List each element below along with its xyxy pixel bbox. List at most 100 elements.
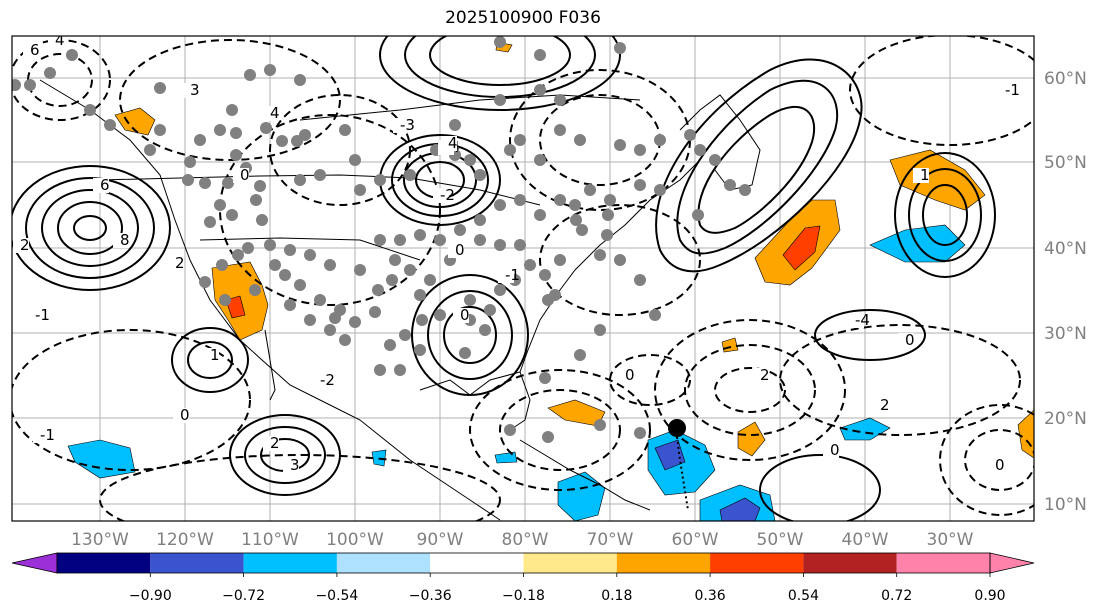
station-dot [449,119,461,131]
longitude-tick-label: 120°W [156,530,214,550]
station-dot [614,42,626,54]
latitude-labels: 60°N 50°N 40°N 30°N 20°N 10°N [1044,69,1087,515]
contour-label: -1 [1005,81,1020,99]
colorbar-tick-label: −0.36 [409,588,452,604]
station-dot [554,124,566,136]
station-dot [539,269,551,281]
station-dot [594,324,606,336]
station-dot [349,154,361,166]
colorbar-max-arrow [989,552,1035,574]
station-dot [434,309,446,321]
station-dot [394,364,406,376]
station-dot [604,194,616,206]
contour-label: 0 [905,331,915,349]
negative-anomaly-areas [67,224,966,521]
station-dot [634,427,646,439]
station-dot [654,134,666,146]
colorbar: −0.90 −0.72 −0.54 −0.36 −0.18 0.18 0.36 0.54 0.7… [11,552,1035,604]
contour-label: 0 [240,166,250,184]
contour-label-bg [448,243,464,258]
positive-contours [12,36,996,521]
station-dot [654,184,666,196]
contour-label-bg [433,188,449,203]
station-dot [494,239,506,251]
latitude-tick-label: 10°N [1044,495,1087,515]
station-dot [416,314,428,326]
station-dot [276,135,288,147]
station-dot [24,79,36,91]
colorbar-min-arrow [11,552,58,574]
station-dot [304,249,316,261]
station-dot [534,49,546,61]
station-dot [414,289,426,301]
station-dot [404,264,416,276]
station-dot [279,269,291,281]
contour-label: -2 [320,371,335,389]
station-dot [602,209,614,221]
colorbar-tick-label: −0.72 [222,588,265,604]
station-dot [256,214,268,226]
station-dot [524,259,536,271]
station-dot [739,184,751,196]
latitude-tick-label: 50°N [1044,153,1087,173]
contour-label-bg [873,398,889,413]
colorbar-tick-label: 0.36 [695,588,726,604]
contour-label-bg [988,458,1004,473]
station-dot [434,234,446,246]
station-dot [294,279,306,291]
contour-label: -3 [400,116,415,134]
colorbar-segment [243,553,337,573]
station-dot [194,134,206,146]
station-dot [414,344,426,356]
colorbar-segment [336,553,431,573]
station-dot [386,274,398,286]
station-dot [314,169,326,181]
contour-label: 6 [30,41,40,59]
contour-label-bg [283,458,299,473]
contour-label: 0 [625,366,635,384]
station-dot [324,324,336,336]
storm-center-marker [668,419,686,437]
contour-label-bg [393,118,409,133]
longitude-tick-label: 130°W [71,530,129,550]
colorbar-segment [803,553,897,573]
colorbar-segment [616,553,711,573]
colorbar-tick-label: 0.54 [788,588,819,604]
longitude-tick-label: 40°W [842,530,889,550]
colorbar-tick-label: 0.18 [601,588,632,604]
contour-label-bg [168,256,184,271]
contour-label: 2 [880,396,890,414]
station-dot [709,154,721,166]
station-dot [294,174,306,186]
colorbar-segment [523,553,617,573]
station-dot [294,74,306,86]
contour-label: 4 [448,134,458,152]
contour-label: 3 [290,456,300,474]
station-dot [614,139,626,151]
contour-label: -4 [855,311,870,329]
station-dot [464,154,476,166]
station-dot [284,299,296,311]
station-dot [216,259,228,271]
contour-label-bg [753,368,769,383]
station-dot [226,104,238,116]
contour-labels: 646834220-3-4-2-10123-240-1021-100-42-10… [13,36,1020,474]
station-dot [284,244,296,256]
colorbar-tick-label: −0.54 [315,588,358,604]
station-dot [214,199,226,211]
contour-label: 1 [210,346,220,364]
colorbar-tick-label: 0.72 [881,588,912,604]
contour-label-bg [263,436,279,451]
contour-label-bg [913,168,929,183]
station-dot [584,184,596,196]
contour-label-bg [48,36,64,48]
contour-label-bg [93,178,109,193]
station-dot [84,104,96,116]
colorbar-segment [430,553,524,573]
station-dot [374,174,386,186]
station-dot [404,169,416,181]
station-dot [494,94,506,106]
station-dot [514,194,526,206]
latitude-tick-label: 20°N [1044,409,1087,429]
